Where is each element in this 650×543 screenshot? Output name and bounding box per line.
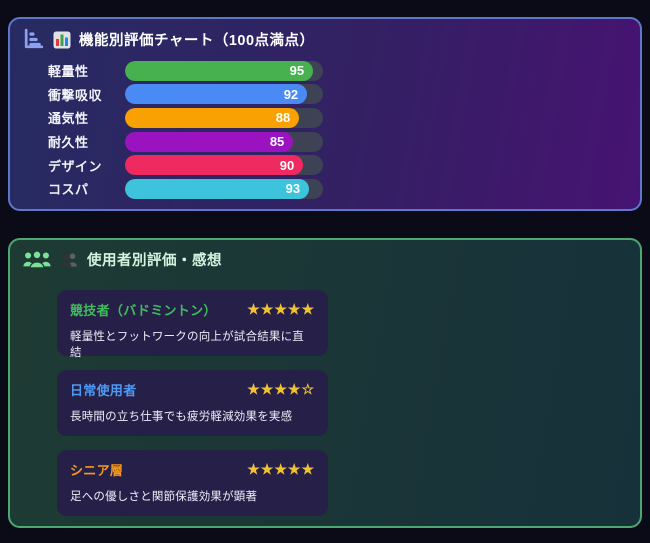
users-icon bbox=[23, 250, 51, 269]
reviewer-name: 競技者（バドミントン） bbox=[70, 303, 217, 318]
bar-row: 衝撃吸収 92 bbox=[48, 83, 325, 107]
reviewer-name: 日常使用者 bbox=[70, 383, 137, 398]
bar-track: 85 bbox=[125, 131, 323, 152]
bar-value: 88 bbox=[275, 110, 291, 126]
bar-fill: 85 bbox=[125, 131, 294, 152]
bar-track: 93 bbox=[125, 178, 323, 199]
bar-fill: 92 bbox=[125, 84, 308, 105]
star-rating: ★★★★★ bbox=[247, 301, 315, 317]
bar-fill: 95 bbox=[125, 60, 314, 81]
bar-fill: 88 bbox=[125, 107, 300, 128]
review-card-header: 日常使用者 ★★★★☆ bbox=[70, 380, 315, 399]
busts-in-silhouette-emoji-icon bbox=[61, 253, 77, 267]
review-card: シニア層 ★★★★★ 足への優しさと関節保護効果が顕著 bbox=[57, 450, 328, 516]
bar-label: 耐久性 bbox=[48, 135, 89, 151]
bar-value: 92 bbox=[283, 86, 299, 102]
review-comment: 足への優しさと関節保護効果が顕著 bbox=[70, 491, 258, 503]
bar-value: 90 bbox=[279, 157, 295, 173]
bar-row: デザイン 90 bbox=[48, 153, 325, 177]
review-cards: 競技者（バドミントン） ★★★★★ 軽量性とフットワークの向上が試合結果に直結 … bbox=[57, 290, 328, 516]
bar-label: 衝撃吸収 bbox=[48, 87, 103, 103]
bar-track: 88 bbox=[125, 107, 323, 128]
chart-panel-title: 機能別評価チャート（100点満点） bbox=[79, 33, 315, 49]
bar-fill: 93 bbox=[125, 178, 310, 199]
bar-row: 軽量性 95 bbox=[48, 59, 325, 83]
user-reviews-panel: 使用者別評価・感想 競技者（バドミントン） ★★★★★ 軽量性とフットワークの向… bbox=[8, 238, 642, 528]
star-rating: ★★★★☆ bbox=[247, 381, 315, 397]
review-card-header: 競技者（バドミントン） ★★★★★ bbox=[70, 300, 315, 319]
bar-row: 耐久性 85 bbox=[48, 130, 325, 154]
review-comment: 長時間の立ち仕事でも疲労軽減効果を実感 bbox=[70, 411, 293, 423]
review-card-header: シニア層 ★★★★★ bbox=[70, 460, 315, 479]
bar-value: 95 bbox=[289, 63, 305, 79]
bar-row: コスパ 93 bbox=[48, 177, 325, 201]
bar-label: コスパ bbox=[48, 182, 89, 198]
star-rating: ★★★★★ bbox=[247, 461, 315, 477]
reviews-panel-header: 使用者別評価・感想 bbox=[22, 249, 222, 270]
review-card: 競技者（バドミントン） ★★★★★ 軽量性とフットワークの向上が試合結果に直結 bbox=[57, 290, 328, 359]
bar-track: 95 bbox=[125, 60, 323, 81]
review-comment: 軽量性とフットワークの向上が試合結果に直結 bbox=[70, 331, 304, 359]
bar-row: 通気性 88 bbox=[48, 106, 325, 130]
bar-track: 92 bbox=[125, 84, 323, 105]
bar-label: 軽量性 bbox=[48, 64, 89, 80]
feature-rating-panel: 機能別評価チャート（100点満点） 軽量性 95 衝撃吸収 92 bbox=[8, 17, 642, 211]
bar-chart-emoji-icon bbox=[53, 31, 71, 48]
rating-bars: 軽量性 95 衝撃吸収 92 通気性 8 bbox=[48, 59, 325, 201]
horizontal-bar-chart-axis-icon bbox=[24, 28, 44, 49]
bar-label: デザイン bbox=[48, 158, 103, 174]
reviews-panel-title: 使用者別評価・感想 bbox=[87, 253, 222, 269]
bar-track: 90 bbox=[125, 155, 323, 176]
bar-value: 85 bbox=[269, 134, 285, 150]
review-card: 日常使用者 ★★★★☆ 長時間の立ち仕事でも疲労軽減効果を実感 bbox=[57, 370, 328, 436]
bar-fill: 90 bbox=[125, 155, 304, 176]
bar-value: 93 bbox=[285, 181, 301, 197]
chart-panel-header: 機能別評価チャート（100点満点） bbox=[22, 28, 315, 51]
bar-label: 通気性 bbox=[48, 111, 89, 127]
reviewer-name: シニア層 bbox=[70, 463, 124, 478]
